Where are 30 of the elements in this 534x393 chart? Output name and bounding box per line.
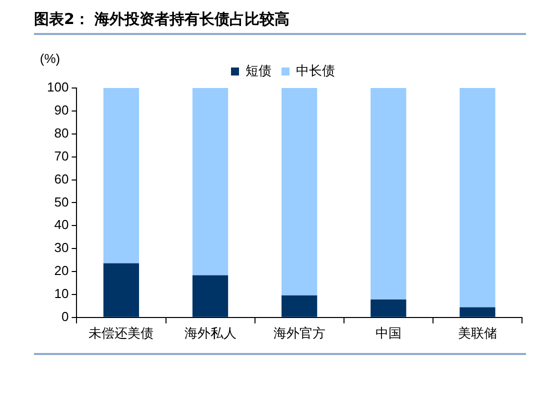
chart-title: 图表2： 海外投资者持有长债占比较高: [33, 9, 291, 30]
y-tick-label: 10: [54, 286, 69, 302]
bar: [192, 88, 228, 276]
y-tick-label: 80: [54, 125, 69, 140]
legend-label: 中长债: [296, 64, 335, 79]
y-tick-label: 60: [54, 171, 69, 186]
y-tick-label: 40: [54, 217, 69, 232]
y-tick-label: 90: [54, 102, 69, 118]
bar: [460, 88, 496, 308]
y-tick-label: 70: [54, 148, 69, 164]
legend-label: 短债: [246, 64, 272, 79]
bar: [192, 275, 228, 317]
bar: [460, 307, 496, 317]
y-tick-label: 30: [54, 240, 69, 256]
bar: [103, 88, 140, 264]
bar: [370, 300, 406, 317]
bar: [282, 88, 318, 296]
y-tick-label: 100: [46, 80, 69, 95]
bar: [370, 88, 406, 300]
x-tick-label: 中国: [375, 326, 402, 342]
x-tick-label: 海外官方: [273, 326, 326, 342]
x-tick-label: 海外私人: [184, 326, 236, 342]
x-tick-label: 美联储: [458, 326, 497, 342]
y-tick-label: 20: [54, 263, 69, 278]
y-tick-label: 0: [61, 308, 69, 324]
y-tick-label: 50: [54, 194, 69, 210]
y-axis-title: (%): [40, 51, 60, 66]
x-tick-label: 未偿还美债: [88, 326, 154, 342]
bar: [103, 263, 140, 317]
bar: [282, 295, 318, 317]
